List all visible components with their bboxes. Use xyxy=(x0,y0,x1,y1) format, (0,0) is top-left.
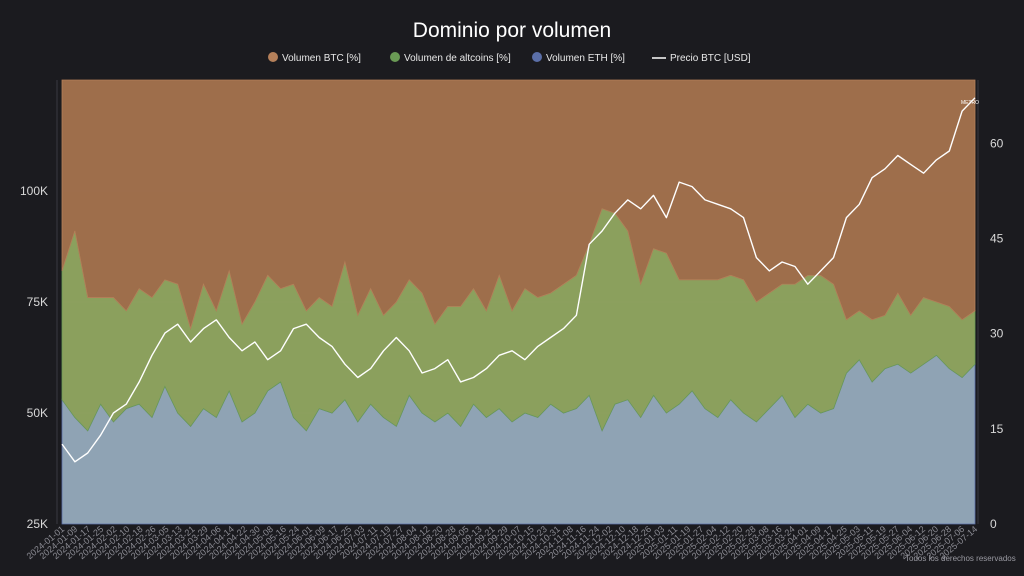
axes xyxy=(56,80,979,524)
y-right-tick-0: 0 xyxy=(990,517,997,531)
y-right-tick-3: 45 xyxy=(990,232,1004,246)
y-left-tick-0: 25K xyxy=(27,517,48,531)
btc-price-line xyxy=(61,97,976,463)
legend-eth-dot xyxy=(532,52,542,62)
price-line-layer xyxy=(61,97,976,463)
legend-btc-label: Volumen BTC [%] xyxy=(282,53,361,64)
ticks: 25K50K75K100K0153045602024-01-012024-01-… xyxy=(20,136,1004,561)
legend-altcoins-dot xyxy=(390,52,400,62)
y-right-tick-1: 15 xyxy=(990,422,1004,436)
y-right-tick-2: 30 xyxy=(990,327,1004,341)
y-right-tick-4: 60 xyxy=(990,136,1004,150)
legend: Volumen BTC [%] Volumen de altcoins [%] … xyxy=(268,52,751,64)
chart-title: Dominio por volumen xyxy=(413,19,611,42)
legend-eth-label: Volumen ETH [%] xyxy=(546,53,625,64)
legend-btc-dot xyxy=(268,52,278,62)
price-annotation: METRO xyxy=(961,100,979,106)
legend-price-label: Precio BTC [USD] xyxy=(670,53,751,64)
y-left-tick-3: 100K xyxy=(20,184,48,198)
legend-altcoins-label: Volumen de altcoins [%] xyxy=(404,53,511,64)
area-volumen-btc xyxy=(61,79,976,331)
y-left-tick-1: 50K xyxy=(27,406,48,420)
plot-area xyxy=(61,79,976,525)
copyright-text: Todos los derechos reservados xyxy=(905,554,1016,563)
y-left-tick-2: 75K xyxy=(27,295,48,309)
